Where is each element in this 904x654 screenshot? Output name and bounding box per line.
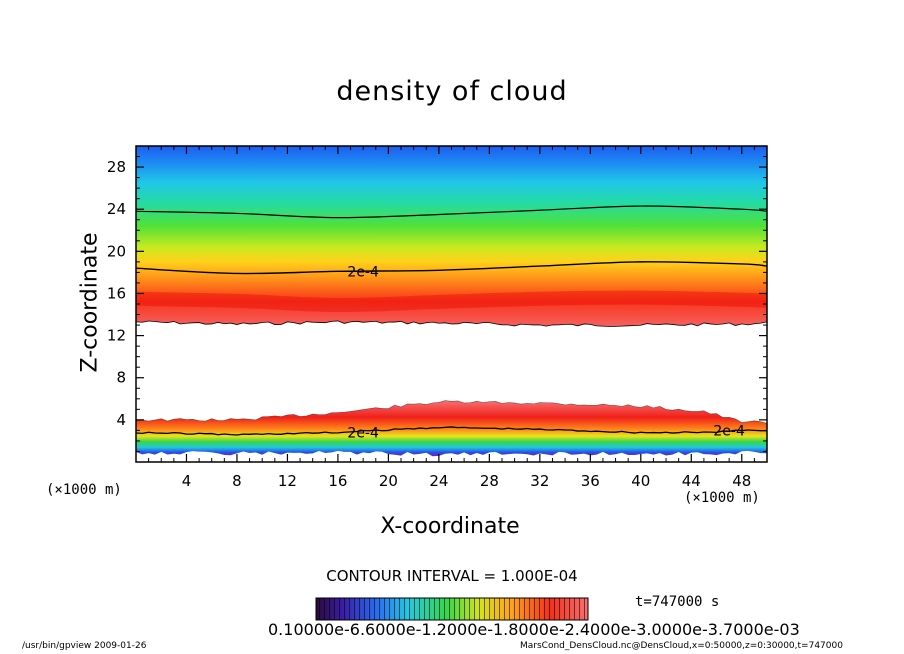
contour-label-upper: 2e-4: [347, 264, 379, 280]
x-unit-right: (×1000 m): [684, 490, 760, 506]
footer-left: /usr/bin/gpview 2009-01-26: [22, 641, 147, 651]
contour-upper-base: [136, 320, 767, 327]
time-label: t=747000 s: [635, 594, 720, 610]
contour-label-lower-2: 2e-4: [713, 423, 745, 439]
x-tick-label: 48: [732, 472, 751, 490]
upper-cloud-core: [136, 290, 767, 313]
x-tick-label: 24: [429, 472, 448, 490]
y-tick-label: 8: [116, 369, 126, 387]
y-tick-label: 28: [107, 158, 126, 176]
contour-lower-top: [136, 400, 767, 424]
contour-label-lower-1: 2e-4: [347, 426, 379, 442]
chart-title: density of cloud: [336, 76, 568, 107]
y-axis-label: Z-coordinate: [77, 232, 103, 373]
x-tick-label: 32: [530, 472, 549, 490]
contour-lower-2e-4: [136, 426, 767, 436]
x-tick-label: 12: [278, 472, 297, 490]
x-unit-left: (×1000 m): [46, 482, 122, 498]
x-tick-label: 28: [480, 472, 499, 490]
lower-cloud-layer: [136, 400, 767, 457]
colorbar-stripes: [316, 598, 588, 620]
y-tick-label: 12: [107, 327, 126, 345]
upper-cloud-layer: [136, 146, 767, 327]
x-tick-label: 8: [232, 472, 242, 490]
x-tick-label: 4: [182, 472, 192, 490]
x-tick-label: 44: [682, 472, 701, 490]
footer-right: MarsCond_DensCloud.nc@DensCloud,x=0:5000…: [520, 641, 843, 651]
x-tick-label: 36: [581, 472, 600, 490]
colorbar-labels: 0.10000e-6.6000e-1.2000e-1.8000e-2.4000e…: [268, 620, 800, 639]
y-tick-label: 24: [107, 200, 126, 218]
y-tick-label: 4: [116, 411, 126, 429]
y-tick-label: 20: [107, 242, 126, 260]
y-tick-label: 16: [107, 284, 126, 302]
contour-interval-label: CONTOUR INTERVAL = 1.000E-04: [326, 567, 578, 585]
contour-upper-2e-4: [136, 261, 767, 275]
contour-upper-top: [136, 205, 767, 219]
x-axis-label: X-coordinate: [380, 514, 520, 539]
x-tick-label: 20: [379, 472, 398, 490]
x-tick-label: 40: [631, 472, 650, 490]
x-tick-label: 16: [328, 472, 347, 490]
